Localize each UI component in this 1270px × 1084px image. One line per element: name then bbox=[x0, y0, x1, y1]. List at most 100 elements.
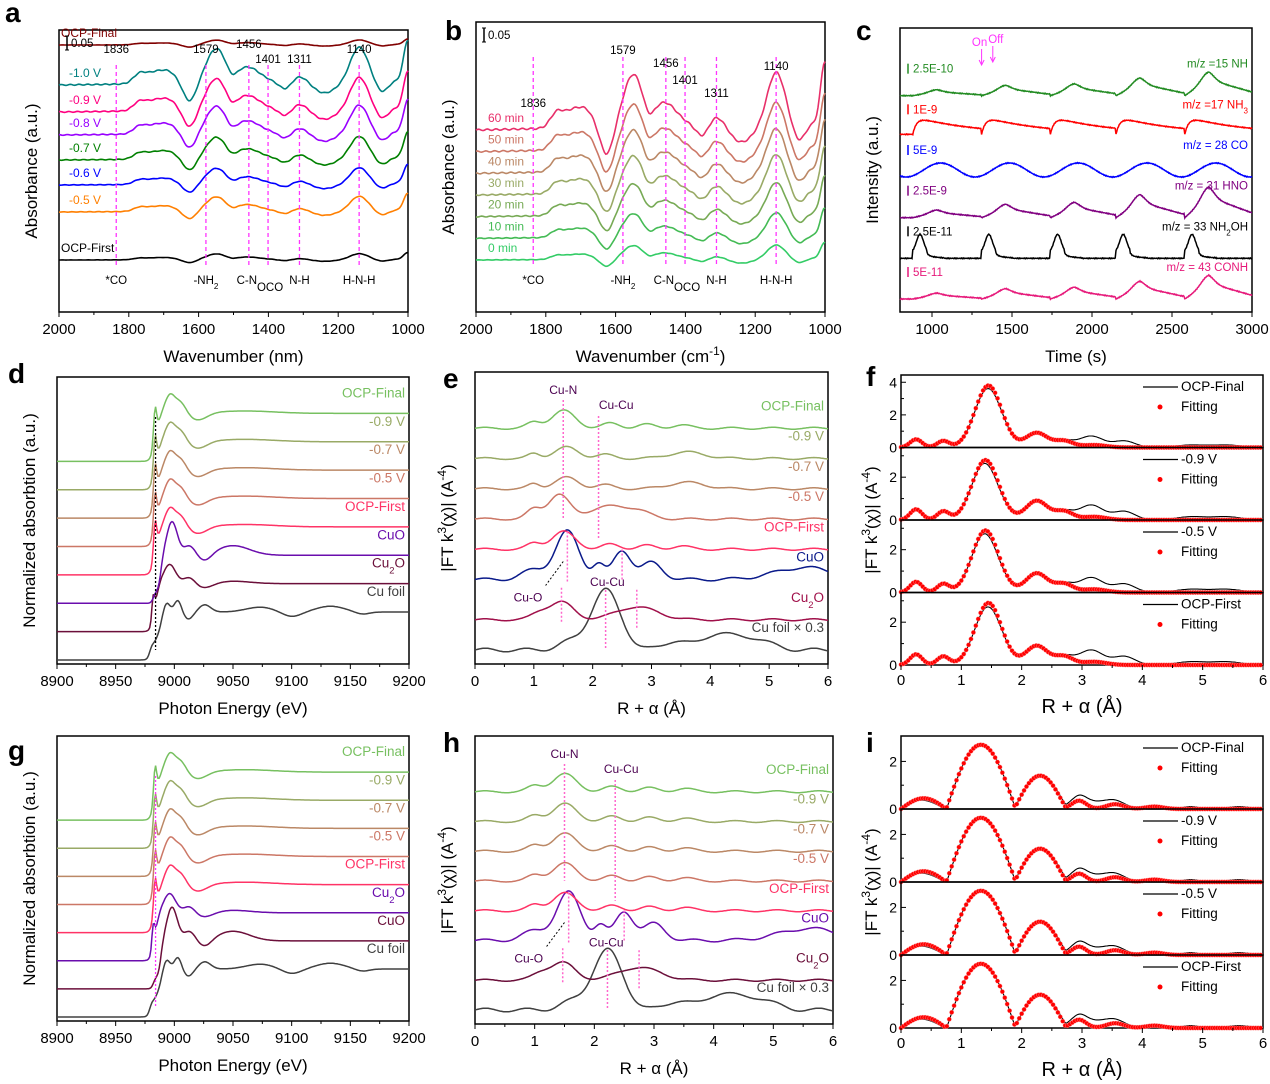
panel-a: a 2000 1800 1600 1400 1200 1000 Wavenumber (nm)… bbox=[5, 0, 425, 366]
fitting-point bbox=[999, 562, 1005, 568]
fitting-point bbox=[987, 461, 993, 467]
panel-letter: i bbox=[866, 727, 874, 758]
plot-frame bbox=[58, 29, 409, 313]
legend-dot-swatch bbox=[1157, 911, 1163, 917]
annotation-label: Cu-Cu bbox=[604, 762, 639, 776]
fitting-point bbox=[1021, 861, 1027, 866]
x-tick-label: 9100 bbox=[275, 673, 308, 690]
fitting-point bbox=[966, 752, 971, 757]
fitting-point bbox=[971, 549, 976, 554]
x-tick-label: 3 bbox=[1078, 1035, 1086, 1052]
fitting-point bbox=[1024, 857, 1029, 862]
peak-value-label: 1311 bbox=[287, 54, 312, 66]
series-label: 50 min bbox=[488, 133, 524, 147]
annotation-label: Cu-Cu bbox=[590, 575, 625, 589]
series-label: 40 min bbox=[488, 154, 524, 168]
fitting-point bbox=[1016, 869, 1022, 875]
series-label: -0.5 V bbox=[369, 471, 405, 486]
series-line bbox=[899, 118, 1253, 137]
x-tick-label: 8900 bbox=[40, 1030, 73, 1047]
y-axis-label: Absorbance (a.u.) bbox=[439, 99, 458, 234]
series-line bbox=[58, 130, 409, 171]
fitting-point bbox=[1057, 795, 1063, 801]
fitting-point bbox=[958, 578, 964, 583]
series-label: Cu foil × 0.3 bbox=[752, 620, 824, 635]
x-tick-label: 4 bbox=[1138, 672, 1146, 689]
legend-label: OCP-First bbox=[1181, 597, 1241, 612]
legend-label: Fitting bbox=[1181, 617, 1218, 632]
fitting-point bbox=[987, 894, 993, 899]
y-axis-label: Absorbance (a.u.) bbox=[22, 103, 41, 238]
series-line bbox=[57, 506, 409, 576]
fitting-point bbox=[971, 412, 976, 418]
series-label: -0.5 V bbox=[69, 193, 101, 207]
panel-letter: f bbox=[866, 361, 876, 392]
fitting-point bbox=[1004, 421, 1010, 427]
fitting-point bbox=[1055, 864, 1061, 869]
series-line bbox=[474, 802, 834, 824]
fitting-point bbox=[954, 777, 959, 783]
series-label: OCP-Final bbox=[342, 744, 405, 759]
x-tick-label: 1600 bbox=[599, 321, 632, 338]
annotation-label: Cu-O bbox=[514, 952, 543, 966]
x-tick-label: 6 bbox=[1259, 1035, 1267, 1052]
fitting-point bbox=[992, 755, 998, 760]
y-axis-label: Normalized absorbtion (a.u.) bbox=[20, 771, 39, 985]
fitting-point bbox=[966, 825, 971, 830]
fitting-point bbox=[963, 756, 969, 762]
x-tick-label: 4 bbox=[1138, 1035, 1146, 1052]
fitting-point bbox=[1007, 862, 1012, 868]
fitting-point bbox=[980, 605, 986, 611]
fitting-point bbox=[958, 654, 964, 660]
series-label: OCP-First bbox=[769, 881, 829, 896]
fitting-point bbox=[1019, 938, 1025, 944]
series-line bbox=[899, 71, 1252, 98]
fitting-point bbox=[1048, 853, 1054, 858]
x-tick-label: 1600 bbox=[182, 321, 215, 338]
peak-value-label: 1140 bbox=[347, 44, 372, 56]
fitting-point bbox=[958, 912, 964, 917]
fitting-point bbox=[1009, 942, 1015, 947]
legend-label: -0.9 V bbox=[1181, 452, 1217, 467]
fitting-point bbox=[999, 916, 1005, 922]
fitting-point bbox=[949, 936, 955, 942]
peak-value-label: 1140 bbox=[764, 61, 789, 73]
fitting-point bbox=[946, 1016, 952, 1022]
fitting-point bbox=[992, 901, 998, 906]
x-axis-label: R + α (Å) bbox=[1041, 1058, 1122, 1081]
x-tick-label: 2000 bbox=[1075, 321, 1108, 338]
x-axis-label: R + α (Å) bbox=[620, 1059, 689, 1078]
fitting-point bbox=[980, 388, 986, 393]
fitting-point bbox=[1021, 934, 1027, 939]
legend-label: -0.5 V bbox=[1181, 524, 1217, 539]
subplot-3: 0 2 OCP-First Fitting bbox=[889, 591, 1264, 673]
x-tick-label: 5 bbox=[1198, 1035, 1206, 1052]
fitting-point bbox=[1048, 780, 1054, 785]
fitting-point bbox=[946, 870, 952, 876]
fitting-point bbox=[1060, 945, 1066, 951]
x-axis-label: R + α (Å) bbox=[617, 699, 686, 718]
panel-d: d 8900 8950 9000 9050 9100 9150 9200 Photon Ener… bbox=[8, 358, 426, 718]
series-label: -0.9 V bbox=[788, 429, 824, 444]
x-tick-label: 3 bbox=[647, 673, 655, 690]
fitting-point bbox=[1053, 932, 1058, 938]
subplot-2: 0 2 -0.5 V Fitting bbox=[889, 519, 1264, 601]
series-label: OCP-First bbox=[345, 857, 405, 872]
plot-frame bbox=[56, 376, 410, 665]
x-tick-label: 5 bbox=[769, 1033, 777, 1050]
fitting-point bbox=[1007, 935, 1012, 941]
peak-assignment-label: *CO bbox=[105, 275, 127, 287]
fitting-point bbox=[1050, 783, 1056, 789]
x-tick-label: 1400 bbox=[669, 321, 702, 338]
y-axis-label: Normalized absorbtion (a.u.) bbox=[20, 413, 39, 627]
x-tick-label: 8950 bbox=[99, 1030, 132, 1047]
series-line bbox=[475, 118, 826, 193]
fitting-point bbox=[954, 850, 959, 856]
fitting-point bbox=[995, 759, 1000, 765]
series-label: -0.7 V bbox=[369, 800, 405, 815]
fitting-point bbox=[995, 905, 1000, 911]
x-tick-label: 1200 bbox=[739, 321, 772, 338]
series-label: m/z = 43 CONH bbox=[1167, 262, 1248, 274]
fitting-point bbox=[1258, 662, 1263, 668]
y-axis-label: |FT k3(χ)| (A-4) bbox=[859, 828, 881, 935]
